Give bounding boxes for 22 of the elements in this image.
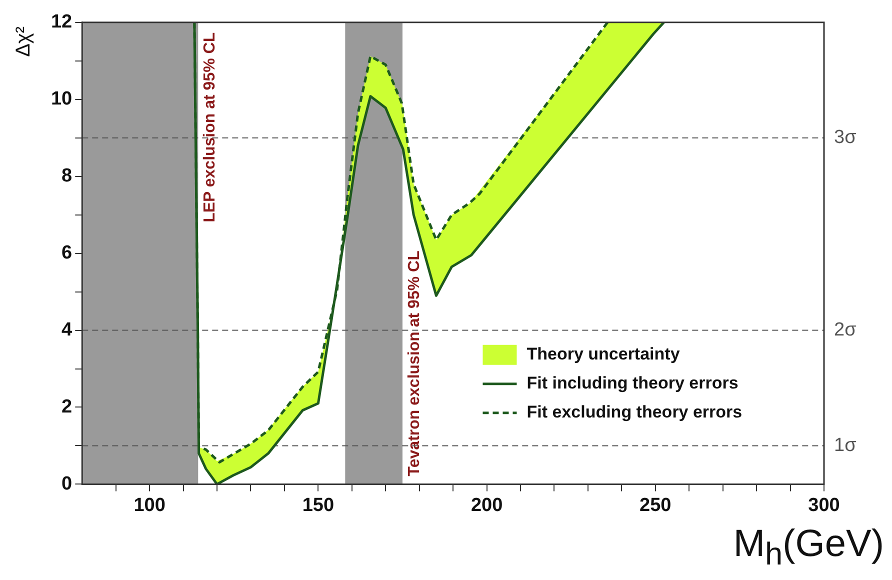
y-tick-label: 6 [62, 242, 72, 264]
x-tick-label: 200 [470, 494, 503, 516]
band-label: Tevatron exclusion at 95% CL [406, 250, 423, 476]
x-axis-title: M$_{h}$(GeV) [733, 522, 884, 574]
y-tick-label: 4 [62, 320, 73, 340]
x-tick-label: 250 [640, 494, 672, 516]
x-tick-label: 100 [134, 494, 166, 516]
band-label: LEP exclusion at 95% CL [202, 32, 219, 222]
ref-line-label: 3σ [834, 127, 857, 148]
x-tick-label: 150 [302, 494, 334, 516]
legend-label: Fit excluding theory errors [526, 402, 742, 422]
legend-label: Fit including theory errors [526, 374, 738, 393]
x-tick-label: 300 [808, 494, 840, 516]
y-tick-label: 8 [62, 166, 72, 187]
y-tick-label: 12 [50, 12, 72, 33]
legend-label: Theory uncertainty [526, 344, 680, 364]
y-axis-title: Δχ² [12, 26, 35, 57]
ref-line-label: 1σ [834, 434, 857, 456]
y-tick-label: 0 [62, 473, 72, 494]
y-tick-label: 10 [50, 88, 72, 110]
y-tick-label: 2 [62, 396, 72, 418]
ref-line-label: 2σ [834, 320, 857, 340]
